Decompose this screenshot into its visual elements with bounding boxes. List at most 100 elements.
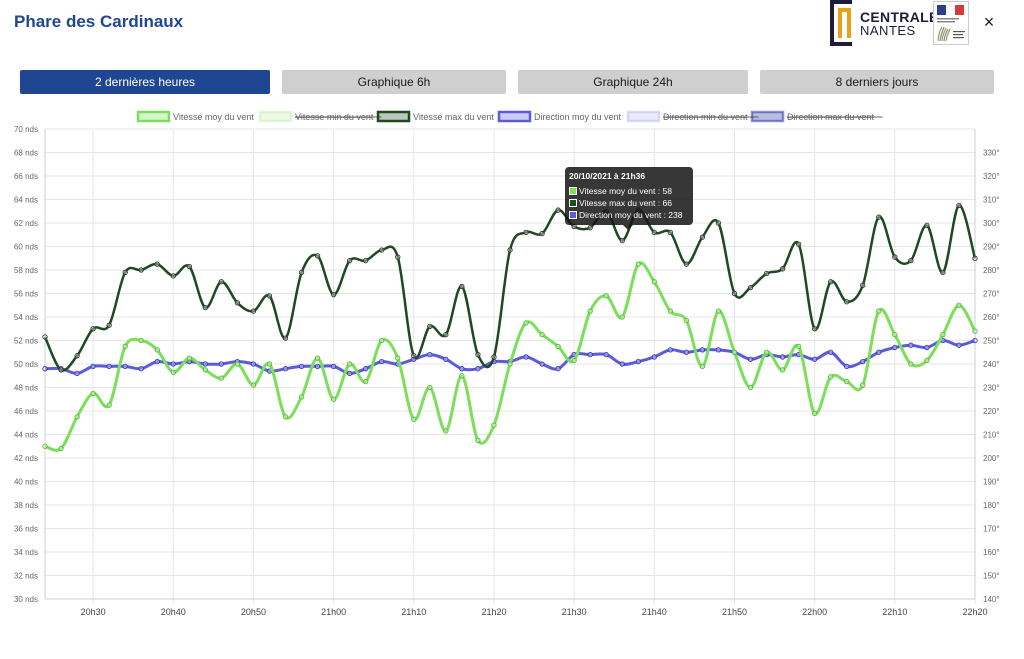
data-point (651, 279, 657, 285)
y-tick-label-right: 170° (983, 525, 1000, 534)
y-tick-label-left: 40 nds (14, 478, 38, 487)
data-point (459, 283, 465, 290)
data-point (619, 237, 625, 244)
data-point (186, 263, 192, 270)
y-tick-label-right: 310° (983, 196, 1000, 205)
data-point (138, 267, 144, 273)
data-point (363, 366, 369, 372)
data-point (347, 257, 353, 264)
tooltip-line-vitesse-moy: Vitesse moy du vent : 58 (569, 186, 672, 196)
data-point (892, 331, 898, 338)
data-point (956, 202, 962, 209)
data-point (363, 378, 369, 385)
data-point (58, 367, 64, 373)
y-tick-label-left: 50 nds (14, 360, 38, 369)
data-point (154, 358, 160, 365)
data-point (170, 273, 176, 279)
legend-label-direction-moy-du-vent: Direction moy du vent (534, 112, 622, 122)
tooltip-line-direction-moy: Direction moy du vent : 238 (569, 210, 682, 220)
y-tick-label-right: 220° (983, 407, 1000, 416)
data-point (844, 363, 850, 369)
data-point (427, 351, 433, 358)
data-point (42, 443, 48, 449)
legend-label-vitesse-max-du-vent: Vitesse max du vent (413, 112, 494, 122)
data-point (555, 366, 561, 372)
data-point (940, 269, 946, 275)
x-tick-label: 21h30 (562, 607, 587, 617)
y-tick-label-left: 70 nds (14, 125, 38, 134)
data-point (330, 363, 337, 369)
data-point (122, 363, 128, 369)
close-icon[interactable]: × (983, 12, 995, 32)
y-tick-label-right: 190° (983, 478, 1000, 487)
data-point (908, 342, 914, 348)
x-tick-label: 21h00 (321, 607, 346, 617)
y-tick-label-right: 140° (983, 595, 1000, 604)
x-tick-label: 20h50 (241, 607, 266, 617)
data-point (555, 343, 561, 350)
y-tick-label-left: 32 nds (14, 572, 38, 581)
y-tick-label-left: 56 nds (14, 290, 38, 299)
data-point (651, 229, 657, 236)
data-point (122, 343, 128, 350)
data-point (411, 353, 417, 359)
data-point (202, 304, 208, 311)
tooltip-line-vitesse-max: Vitesse max du vent : 66 (569, 198, 672, 208)
tab-graphique-24h[interactable]: Graphique 24h (518, 70, 748, 94)
data-point (860, 358, 866, 365)
data-point (587, 351, 593, 358)
data-point (763, 349, 770, 355)
data-point (122, 269, 128, 275)
data-point (170, 369, 176, 375)
tab-2-dernieres-heures[interactable]: 2 dernières heures (20, 70, 270, 94)
data-point (619, 314, 625, 320)
data-point (154, 261, 160, 267)
y-tick-label-right: 160° (983, 548, 1000, 557)
data-point (218, 375, 225, 381)
data-point (539, 230, 545, 237)
data-point (234, 300, 241, 306)
legend-swatch-vitesse-moy-du-vent (136, 110, 171, 123)
x-tick-label: 20h30 (81, 607, 106, 617)
data-point (795, 343, 802, 350)
y-tick-label-left: 54 nds (14, 313, 38, 322)
y-tick-label-right: 300° (983, 219, 1000, 228)
period-tabs: 2 dernières heures Graphique 6h Graphiqu… (0, 70, 1024, 94)
data-point (74, 353, 80, 359)
series-line-vitesse-moy-du-vent (44, 261, 977, 452)
y-tick-label-right: 330° (983, 149, 1000, 158)
y-tick-label-right: 150° (983, 572, 1000, 581)
data-point (699, 363, 706, 369)
legend-swatch-vitesse-max-du-vent (376, 110, 411, 123)
logo-bracket-icon (830, 0, 852, 46)
data-point (683, 261, 690, 267)
data-point (250, 308, 257, 314)
data-point (892, 254, 898, 260)
data-point (539, 331, 545, 338)
x-axis: 20h30 20h40 20h50 21h00 21h10 21h20 21h30 21h40… (81, 607, 988, 617)
y-tick-label-right: 240° (983, 360, 1000, 369)
data-point (379, 337, 385, 344)
tooltip-caret (623, 225, 633, 230)
data-point (795, 241, 802, 247)
data-point (747, 356, 754, 362)
data-point (667, 347, 673, 353)
data-point (667, 308, 673, 314)
data-point (202, 361, 208, 367)
tab-8-derniers-jours[interactable]: 8 derniers jours (760, 70, 994, 94)
tab-graphique-6h[interactable]: Graphique 6h (282, 70, 506, 94)
data-point (218, 361, 225, 367)
series (42, 202, 978, 452)
data-point (844, 378, 850, 385)
data-point (876, 349, 882, 355)
data-point (715, 308, 722, 314)
data-point (972, 337, 978, 344)
data-point (571, 357, 577, 364)
data-point (170, 361, 176, 367)
x-tick-label: 21h40 (642, 607, 667, 617)
legend-swatch-direction-max-du-vent (750, 110, 785, 123)
legend-label-vitesse-moy-du-vent: Vitesse moy du vent (173, 112, 254, 122)
data-point (250, 382, 257, 388)
x-tick-label: 20h40 (161, 607, 186, 617)
y-tick-label-left: 48 nds (14, 384, 38, 393)
